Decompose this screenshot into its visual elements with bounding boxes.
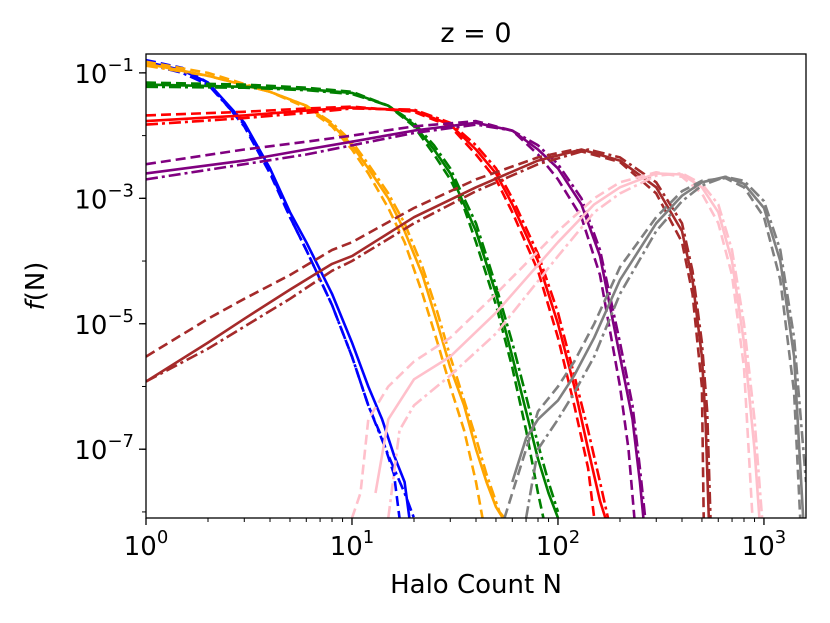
series-line-3	[146, 62, 416, 518]
x-tick-label: 101	[330, 527, 375, 562]
series-line-5	[146, 60, 484, 518]
series-line-19	[374, 172, 761, 518]
series-line-2	[146, 58, 401, 518]
x-tick-label: 100	[124, 527, 169, 562]
x-axis-label: Halo Count N	[390, 570, 562, 600]
y-tick-label: 10−1	[74, 55, 134, 90]
series-line-18	[146, 148, 712, 518]
series-line-23	[503, 176, 802, 518]
series-line-20	[350, 171, 754, 518]
series-line-6	[146, 64, 506, 518]
series-line-1	[146, 60, 411, 518]
y-tick-label: 10−3	[74, 180, 134, 215]
y-axis: 10−7 10−5 10−3 10−1	[74, 55, 146, 513]
x-tick-label: 103	[742, 527, 787, 562]
series-line-12	[146, 107, 610, 518]
y-tick-label: 10−7	[74, 431, 134, 466]
x-tick-label: 102	[536, 527, 581, 562]
series-line-21	[387, 172, 764, 518]
series-line-11	[146, 105, 596, 518]
y-axis-label: f(N)	[21, 262, 51, 311]
series-line-15	[146, 123, 647, 518]
series-line-24	[524, 175, 806, 518]
series-line-9	[146, 85, 560, 513]
x-axis: 100 101 102 103	[124, 518, 787, 562]
chart-title: z = 0	[440, 18, 511, 49]
series-line-22	[511, 175, 805, 518]
y-tick-label: 10−5	[74, 306, 134, 341]
series-line-16	[146, 148, 711, 518]
series-line-13	[146, 121, 645, 518]
series-layer	[146, 58, 806, 518]
series-line-17	[146, 148, 705, 518]
series-line-14	[146, 119, 636, 518]
